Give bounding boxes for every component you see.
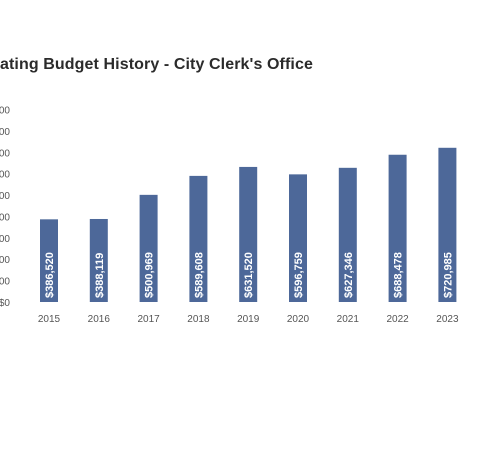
y-tick-label: 00 xyxy=(0,170,10,181)
y-tick-label: 00 xyxy=(0,234,10,245)
data-label-2016: $388,119 xyxy=(94,253,106,298)
bar-2023 xyxy=(438,147,457,302)
x-tick-label: 2015 xyxy=(38,314,61,325)
y-tick-label: 00 xyxy=(0,191,10,202)
x-tick-label: 2023 xyxy=(436,314,459,325)
data-label-2023: $720,985 xyxy=(442,252,454,298)
y-tick-label: 00 xyxy=(0,212,10,223)
x-tick-label: 2021 xyxy=(337,314,360,325)
bar-2019 xyxy=(239,166,258,302)
data-label-2021: $627,346 xyxy=(343,252,355,298)
bar-2018 xyxy=(189,175,208,302)
bar-2020 xyxy=(289,174,307,302)
x-axis: 2015201620172018201920202021202220232 xyxy=(38,314,459,325)
data-label-2017: $500,969 xyxy=(144,252,156,298)
x-tick-label: 2022 xyxy=(386,314,409,325)
bar-2017 xyxy=(139,194,158,302)
y-axis: $0 00 00 00 00 00 00 00 00 00 xyxy=(0,106,10,310)
bars: $386,520 $388,119 $500,969 $589,608 $631,520… xyxy=(40,147,457,302)
y-tick-label: 00 xyxy=(0,148,10,159)
chart-title: ating Budget History - City Clerk's Offi… xyxy=(0,56,313,73)
bar-2016 xyxy=(89,218,108,302)
data-label-2020: $596,759 xyxy=(293,252,305,298)
y-tick-label: 00 xyxy=(0,106,10,117)
data-label-2022: $688,478 xyxy=(393,252,405,298)
x-tick-label: 2016 xyxy=(88,314,111,325)
data-label-2018: $589,608 xyxy=(193,252,205,298)
x-tick-label: 2017 xyxy=(137,314,160,325)
bar-2022 xyxy=(388,154,407,302)
y-tick-label: 00 xyxy=(0,127,10,138)
x-tick-label: 2018 xyxy=(187,314,210,325)
data-label-2019: $631,520 xyxy=(243,252,255,298)
x-tick-label: 2020 xyxy=(287,314,310,325)
data-label-2015: $386,520 xyxy=(44,252,56,298)
bar-2021 xyxy=(338,167,357,302)
bar-2015 xyxy=(40,219,58,302)
y-tick-label: $0 xyxy=(0,298,10,309)
x-tick-label: 2019 xyxy=(237,314,260,325)
y-tick-label: 00 xyxy=(0,277,10,288)
y-tick-label: 00 xyxy=(0,255,10,266)
